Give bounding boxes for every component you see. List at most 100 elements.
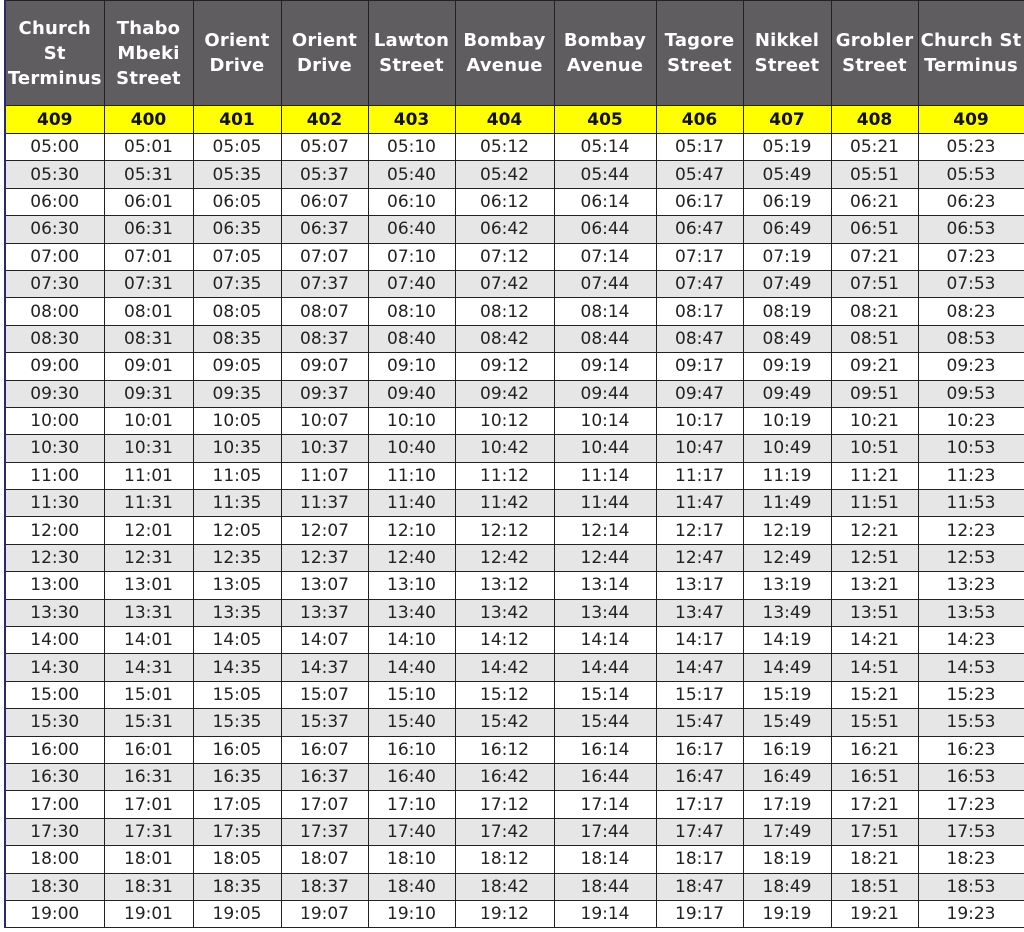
time-cell: 05:51	[830, 160, 919, 189]
time-cell: 15:51	[830, 708, 919, 737]
time-cell: 08:19	[742, 297, 832, 326]
time-cell: 06:40	[367, 215, 456, 244]
time-cell: 14:47	[655, 653, 744, 682]
time-cell: 15:53	[917, 708, 1024, 737]
time-cell: 11:40	[367, 489, 456, 518]
time-cell: 15:30	[4, 708, 105, 737]
time-cell: 12:51	[830, 543, 919, 573]
time-cell: 09:05	[192, 352, 282, 381]
time-cell: 10:21	[830, 406, 919, 436]
time-cell: 19:01	[103, 899, 194, 929]
time-cell: 18:49	[742, 872, 832, 901]
time-cell: 10:31	[103, 434, 194, 463]
time-cell: 07:05	[192, 242, 282, 271]
time-cell: 09:17	[655, 352, 744, 381]
time-cell: 13:49	[742, 598, 832, 628]
time-cell: 05:42	[454, 160, 555, 189]
time-cell: 10:44	[553, 434, 657, 463]
time-cell: 14:21	[830, 626, 919, 655]
time-cell: 06:51	[830, 215, 919, 244]
time-cell: 13:31	[103, 598, 194, 628]
time-cell: 13:35	[192, 598, 282, 628]
time-cell: 11:37	[280, 489, 369, 518]
time-cell: 17:47	[655, 817, 744, 847]
time-cell: 07:07	[280, 242, 369, 271]
time-cell: 05:21	[830, 132, 919, 162]
column-header: Lawton Street	[367, 0, 456, 106]
time-cell: 15:35	[192, 708, 282, 737]
time-cell: 07:10	[367, 242, 456, 271]
column-header: Grobler Street	[830, 0, 919, 106]
time-cell: 09:53	[917, 379, 1024, 408]
time-cell: 10:23	[917, 406, 1024, 436]
time-cell: 12:01	[103, 516, 194, 545]
time-cell: 10:10	[367, 406, 456, 436]
time-cell: 13:51	[830, 598, 919, 628]
time-cell: 09:35	[192, 379, 282, 408]
time-cell: 08:00	[4, 297, 105, 326]
time-cell: 18:19	[742, 845, 832, 874]
time-cell: 16:17	[655, 735, 744, 764]
time-cell: 07:14	[553, 242, 657, 271]
time-cell: 12:23	[917, 516, 1024, 545]
time-cell: 15:31	[103, 708, 194, 737]
time-cell: 06:23	[917, 187, 1024, 217]
time-cell: 11:42	[454, 489, 555, 518]
time-cell: 18:12	[454, 845, 555, 874]
header-row: Church St Terminus Thabo Mbeki Street Orie…	[4, 0, 1024, 106]
time-cell: 14:12	[454, 626, 555, 655]
time-cell: 05:30	[4, 160, 105, 189]
time-cell: 11:07	[280, 461, 369, 491]
table-row: 13:30 13:31 13:35 13:37 13:40 13:42 13:44 13:47…	[4, 598, 1024, 628]
time-cell: 12:14	[553, 516, 657, 545]
time-cell: 08:42	[454, 324, 555, 354]
time-cell: 13:14	[553, 571, 657, 600]
time-cell: 17:05	[192, 790, 282, 819]
table-row: 12:30 12:31 12:35 12:37 12:40 12:42 12:44 12:47…	[4, 543, 1024, 573]
stop-code: 402	[280, 105, 369, 134]
time-cell: 15:14	[553, 680, 657, 710]
stop-code: 409	[4, 105, 105, 134]
time-cell: 14:17	[655, 626, 744, 655]
time-cell: 16:37	[280, 762, 369, 792]
time-cell: 18:01	[103, 845, 194, 874]
column-header: Orient Drive	[192, 0, 282, 106]
time-cell: 11:51	[830, 489, 919, 518]
time-cell: 11:17	[655, 461, 744, 491]
table-row: 17:00 17:01 17:05 17:07 17:10 17:12 17:14 17:17…	[4, 790, 1024, 819]
time-cell: 14:00	[4, 626, 105, 655]
time-cell: 15:07	[280, 680, 369, 710]
time-cell: 16:05	[192, 735, 282, 764]
table-row: 05:30 05:31 05:35 05:37 05:40 05:42 05:44 05:47…	[4, 160, 1024, 189]
time-cell: 05:10	[367, 132, 456, 162]
table-row: 05:00 05:01 05:05 05:07 05:10 05:12 05:14 05:17…	[4, 132, 1024, 162]
time-cell: 16:30	[4, 762, 105, 792]
time-cell: 09:47	[655, 379, 744, 408]
time-cell: 19:00	[4, 899, 105, 929]
time-cell: 13:53	[917, 598, 1024, 628]
time-cell: 05:31	[103, 160, 194, 189]
time-cell: 19:19	[742, 899, 832, 929]
time-cell: 09:12	[454, 352, 555, 381]
time-cell: 11:47	[655, 489, 744, 518]
time-cell: 12:10	[367, 516, 456, 545]
time-cell: 17:23	[917, 790, 1024, 819]
time-cell: 07:00	[4, 242, 105, 271]
table-row: 09:00 09:01 09:05 09:07 09:10 09:12 09:14 09:17…	[4, 352, 1024, 381]
time-cell: 13:23	[917, 571, 1024, 600]
time-cell: 18:30	[4, 872, 105, 901]
time-cell: 18:07	[280, 845, 369, 874]
table-row: 17:30 17:31 17:35 17:37 17:40 17:42 17:44 17:47…	[4, 817, 1024, 847]
time-cell: 13:37	[280, 598, 369, 628]
time-cell: 05:49	[742, 160, 832, 189]
time-cell: 07:21	[830, 242, 919, 271]
time-cell: 18:00	[4, 845, 105, 874]
time-cell: 05:35	[192, 160, 282, 189]
time-cell: 18:53	[917, 872, 1024, 901]
time-cell: 11:35	[192, 489, 282, 518]
time-cell: 17:10	[367, 790, 456, 819]
time-cell: 14:42	[454, 653, 555, 682]
time-cell: 18:10	[367, 845, 456, 874]
time-cell: 19:10	[367, 899, 456, 929]
time-cell: 12:49	[742, 543, 832, 573]
